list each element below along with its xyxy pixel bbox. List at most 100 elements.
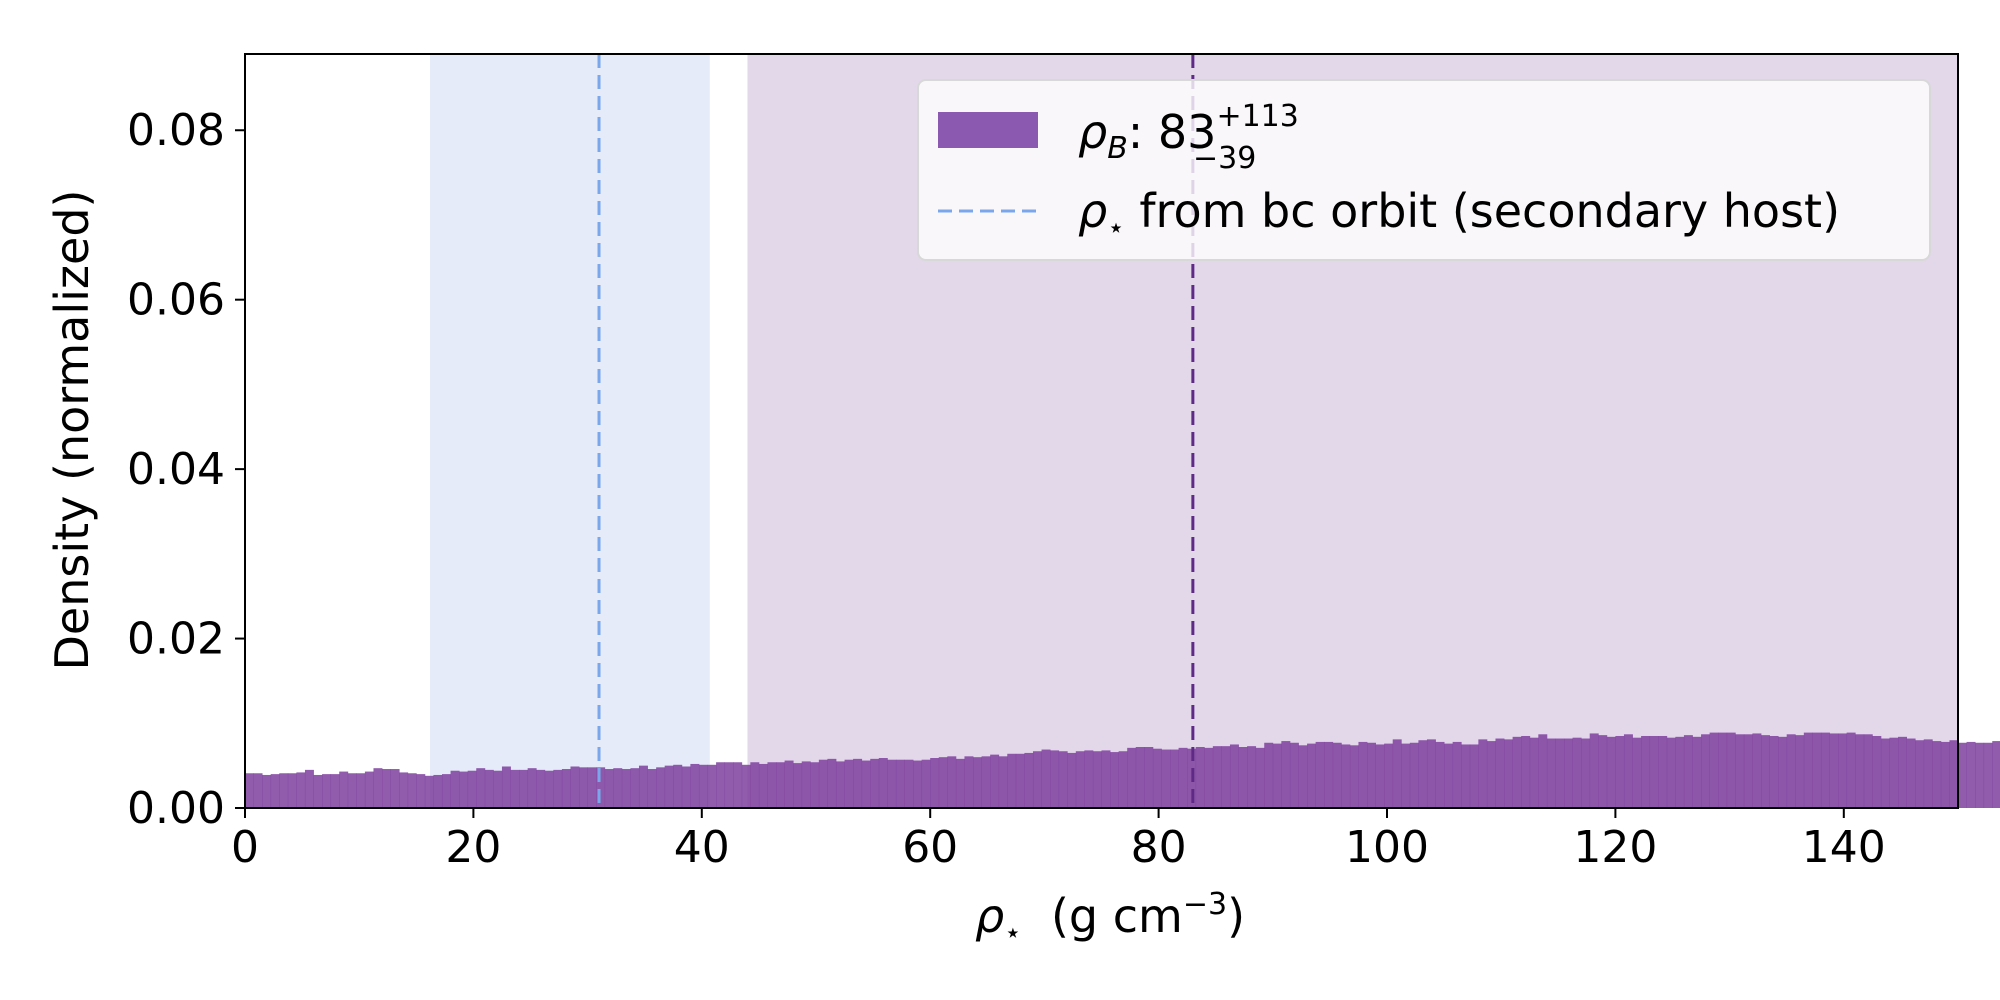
histogram-bar xyxy=(1409,742,1419,808)
histogram-bar xyxy=(964,756,974,808)
histogram-bar xyxy=(1838,733,1848,808)
histogram-bar xyxy=(1007,753,1017,808)
histogram-bar xyxy=(416,774,426,808)
legend-label-secondary: ρ⋆ from bc orbit (secondary host) xyxy=(1078,184,1840,244)
histogram-bar xyxy=(1486,741,1496,808)
histogram-bar xyxy=(1581,738,1591,808)
histogram-bar xyxy=(1615,735,1625,808)
histogram-bar xyxy=(544,770,554,808)
legend-frame xyxy=(917,79,1931,261)
histogram-bar xyxy=(1118,751,1128,808)
histogram-bar xyxy=(1221,746,1231,808)
x-tick-label: 80 xyxy=(1131,822,1187,873)
histogram-bar xyxy=(1495,738,1505,808)
histogram-bar xyxy=(1264,742,1274,808)
histogram-bar xyxy=(827,758,837,808)
histogram-bar xyxy=(1940,741,1950,808)
histogram-bar xyxy=(690,763,700,808)
histogram-bar xyxy=(476,768,486,808)
axes-frame xyxy=(244,53,1959,809)
histogram-bar xyxy=(1623,734,1633,808)
histogram-bar xyxy=(553,769,563,808)
histogram-bar xyxy=(1701,734,1711,808)
histogram-bar xyxy=(1238,747,1248,808)
histogram-bar xyxy=(596,767,606,808)
x-tick-label: 100 xyxy=(1345,822,1429,873)
histogram-bar xyxy=(758,763,768,808)
histogram-bar xyxy=(818,759,828,808)
histogram-bar xyxy=(1820,732,1830,808)
x-axis: 0 20 40 60 80 100 120 140 xyxy=(231,808,1886,873)
histogram-bar xyxy=(322,774,332,808)
histogram-bar xyxy=(1469,744,1479,808)
histogram-bar xyxy=(1367,742,1376,808)
histogram-bar xyxy=(1898,736,1908,808)
histogram-bar xyxy=(1889,737,1899,808)
histogram-bar xyxy=(895,759,905,808)
histogram-bar xyxy=(1606,736,1616,808)
histogram-bar xyxy=(1324,741,1334,808)
histogram-bar xyxy=(656,767,666,808)
histogram-bar xyxy=(1966,741,1976,808)
secondary-interval-band xyxy=(430,54,710,808)
histogram-bar xyxy=(621,769,631,808)
histogram-bar xyxy=(784,760,794,808)
histogram-bar xyxy=(1015,753,1025,808)
histogram-bar xyxy=(1949,740,1959,808)
histogram-bar xyxy=(1641,735,1651,808)
histogram-bar xyxy=(270,774,280,808)
histogram-bar xyxy=(1375,744,1385,808)
histogram-bar xyxy=(1127,747,1137,808)
histogram-bar xyxy=(1846,732,1856,808)
y-tick-label: 0.02 xyxy=(127,614,225,665)
histogram-bar xyxy=(424,775,434,808)
histogram-bar xyxy=(1752,733,1762,808)
histogram-bar xyxy=(1289,742,1299,808)
legend-patch-rho-b xyxy=(938,112,1038,148)
histogram-bar xyxy=(1315,741,1325,808)
histogram-bar xyxy=(433,774,443,808)
histogram-bar xyxy=(1812,732,1822,808)
histogram-bar xyxy=(1546,738,1556,808)
histogram-bar xyxy=(767,762,777,808)
histogram-bar xyxy=(1718,732,1728,808)
x-tick-label: 60 xyxy=(902,822,958,873)
histogram-bar xyxy=(1649,735,1659,808)
histogram-bar xyxy=(1795,735,1805,808)
histogram-bar xyxy=(1529,737,1539,808)
histogram-bar xyxy=(501,766,511,808)
histogram-bar xyxy=(604,769,614,808)
histogram-bar xyxy=(245,773,254,808)
histogram-bar xyxy=(664,765,674,808)
histogram-bar xyxy=(1050,750,1060,808)
histogram-bar xyxy=(1983,742,1993,808)
histogram-bar xyxy=(1829,733,1839,808)
x-tick-label: 0 xyxy=(231,822,259,873)
histogram-bar xyxy=(1032,751,1042,808)
histogram-bar xyxy=(681,766,691,808)
histogram-bar xyxy=(716,762,726,808)
histogram-bar xyxy=(493,770,503,808)
histogram-bar xyxy=(1803,732,1813,808)
histogram-bar xyxy=(1281,741,1291,808)
histogram-bar xyxy=(1709,732,1719,808)
histogram-bar xyxy=(1341,744,1351,808)
histogram-bar xyxy=(510,769,520,808)
histogram-bar xyxy=(1024,752,1034,808)
histogram-bar xyxy=(536,769,546,808)
histogram-bar xyxy=(998,756,1008,808)
histogram-bar xyxy=(1152,748,1162,808)
histogram-bar xyxy=(519,769,529,808)
histogram-bar xyxy=(801,761,811,808)
histogram-bar xyxy=(853,758,863,808)
histogram-bar xyxy=(835,761,845,808)
histogram-bar xyxy=(459,771,469,808)
histogram-bar xyxy=(1212,746,1222,808)
histogram-bar xyxy=(1110,752,1120,808)
histogram-bar xyxy=(1384,743,1394,808)
histogram-bar xyxy=(1075,751,1085,808)
histogram-bar xyxy=(1572,737,1582,808)
histogram-bar xyxy=(1769,735,1779,808)
histogram-bar xyxy=(1863,734,1873,808)
